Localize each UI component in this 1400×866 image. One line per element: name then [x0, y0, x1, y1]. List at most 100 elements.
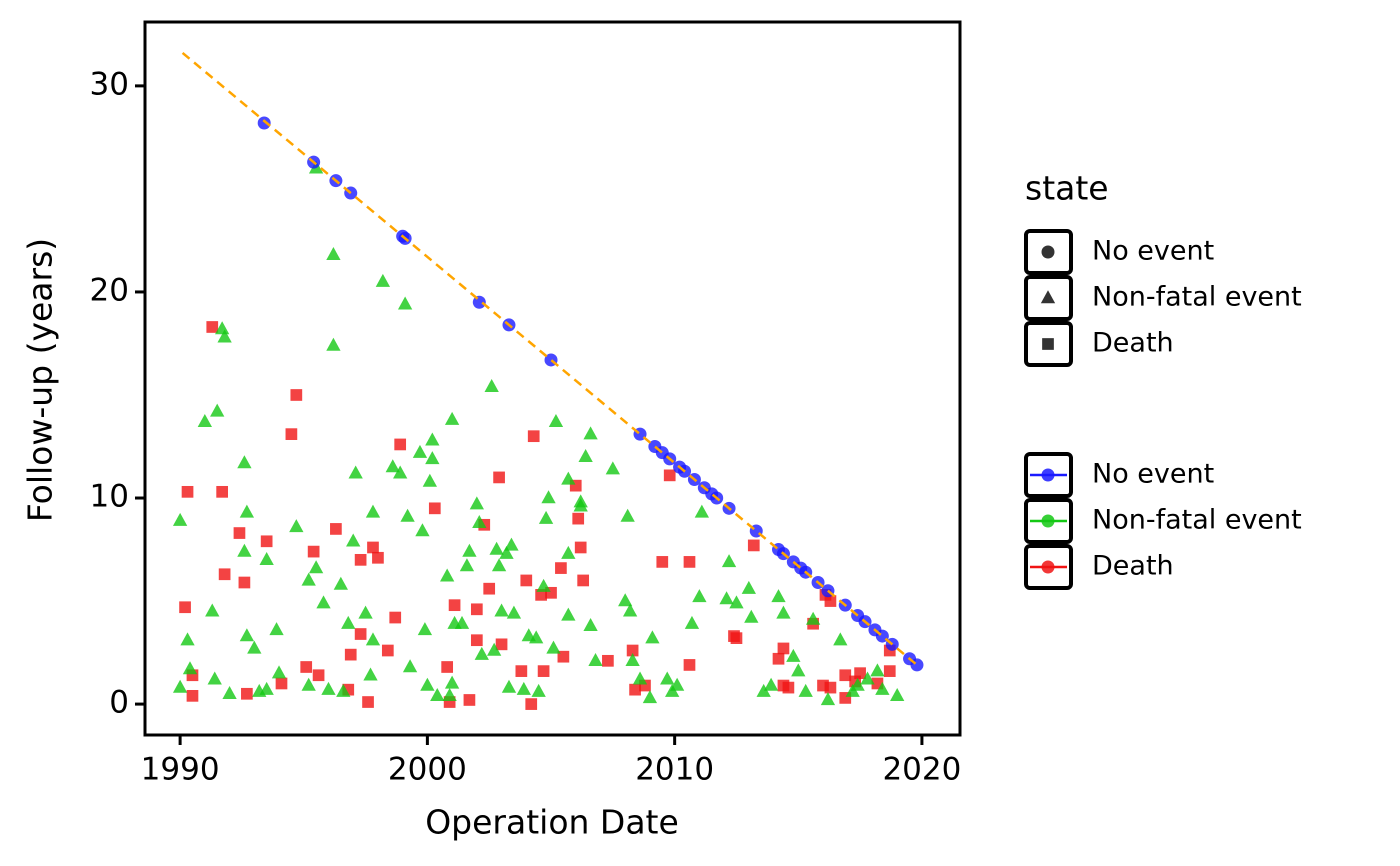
point: [747, 539, 760, 552]
point: [321, 681, 336, 695]
point: [238, 576, 251, 589]
point: [506, 605, 522, 619]
point: [798, 683, 813, 697]
point: [692, 589, 707, 603]
point: [625, 653, 640, 667]
legend-label: Death: [1092, 551, 1174, 582]
reference-line: [181, 51, 918, 666]
point: [620, 508, 635, 522]
point: [442, 688, 457, 702]
point: [537, 665, 550, 677]
point: [622, 603, 638, 617]
point: [214, 321, 230, 335]
legend-label: Death: [1092, 328, 1174, 359]
point: [346, 533, 361, 547]
point: [626, 644, 639, 657]
point: [541, 490, 556, 504]
point: [365, 632, 381, 646]
y-tick-label: 0: [109, 685, 129, 721]
point: [239, 628, 255, 642]
point: [495, 638, 508, 651]
point: [883, 644, 896, 657]
point: [179, 601, 191, 614]
point: [336, 683, 351, 697]
point: [412, 444, 428, 458]
point: [237, 543, 252, 557]
point: [561, 471, 576, 485]
point: [463, 694, 476, 706]
point: [326, 337, 341, 351]
point: [561, 545, 576, 559]
point: [301, 677, 316, 691]
point: [289, 519, 304, 533]
point: [871, 677, 884, 690]
point: [483, 582, 496, 595]
point: [247, 640, 262, 654]
legend-marker: [1042, 338, 1054, 350]
point: [342, 683, 355, 696]
point: [354, 628, 367, 640]
point: [341, 615, 356, 629]
point: [330, 523, 342, 535]
point: [372, 551, 384, 564]
point: [583, 617, 598, 631]
legend-marker: [1041, 514, 1055, 528]
point: [237, 455, 252, 469]
y-tick-label: 20: [90, 272, 129, 308]
point: [639, 679, 651, 692]
point: [501, 679, 517, 693]
point: [772, 652, 785, 665]
point: [172, 679, 188, 693]
point: [632, 671, 648, 685]
point: [683, 659, 696, 671]
point: [354, 553, 367, 566]
point: [520, 574, 533, 587]
point: [472, 514, 487, 528]
point: [515, 665, 528, 677]
point: [791, 663, 806, 677]
point: [489, 541, 504, 555]
point: [443, 696, 456, 708]
point: [454, 615, 470, 629]
point: [605, 461, 620, 475]
point: [397, 296, 413, 310]
point: [536, 578, 551, 592]
point: [763, 677, 779, 691]
point: [555, 562, 567, 574]
point: [516, 681, 531, 695]
point: [484, 378, 499, 392]
legend-marker: [1041, 245, 1055, 259]
point: [381, 644, 394, 657]
x-tick-label: 2020: [882, 752, 961, 788]
point: [389, 611, 402, 624]
y-axis-title: Follow-up (years): [21, 238, 60, 522]
point: [428, 502, 441, 515]
point: [776, 605, 791, 619]
point: [860, 671, 875, 685]
point: [756, 683, 771, 697]
point: [312, 669, 325, 682]
point: [660, 671, 675, 685]
point: [259, 552, 274, 566]
point: [777, 642, 790, 655]
point: [833, 632, 848, 646]
point: [535, 589, 547, 601]
point: [415, 523, 430, 537]
point: [529, 630, 544, 644]
point: [618, 593, 633, 607]
point: [180, 632, 195, 646]
point: [729, 595, 744, 609]
point: [210, 403, 225, 417]
point: [365, 504, 381, 518]
point: [663, 469, 676, 482]
point: [870, 663, 885, 677]
point: [561, 607, 576, 621]
point: [307, 545, 320, 558]
point: [572, 512, 585, 525]
point: [525, 698, 538, 710]
point: [817, 679, 829, 692]
point: [730, 632, 743, 644]
point: [504, 537, 519, 551]
point: [186, 669, 199, 682]
point: [385, 459, 400, 473]
